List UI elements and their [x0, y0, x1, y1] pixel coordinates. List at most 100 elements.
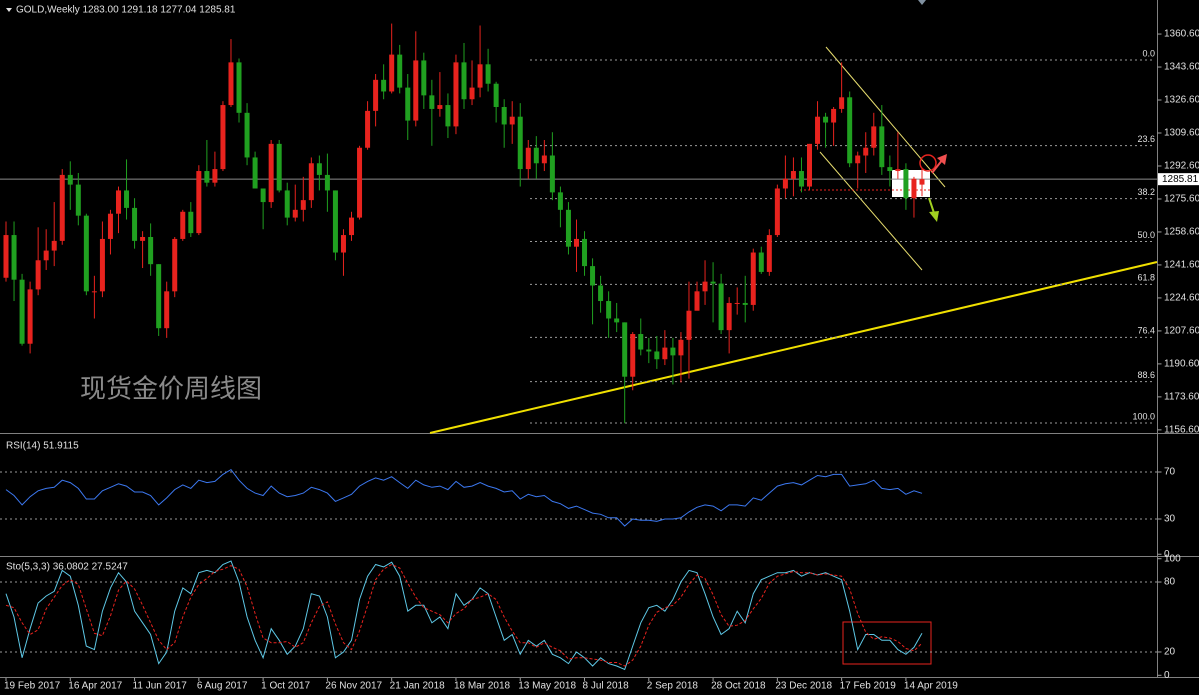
x-tick-label: 21 Jan 2018	[390, 681, 445, 692]
trend-line	[429, 261, 1158, 434]
candle-body	[590, 266, 596, 286]
up-arrow-head	[937, 154, 947, 165]
candle-body	[453, 62, 459, 127]
indicator-line	[5, 468, 923, 527]
candle-body	[124, 190, 130, 208]
candle-body	[662, 347, 668, 360]
candle-body	[27, 289, 33, 344]
candle-body	[284, 190, 290, 218]
candle-body	[3, 235, 9, 278]
candle-body	[573, 238, 579, 247]
candle-body	[646, 349, 652, 352]
y-tick-label: 100	[1164, 553, 1181, 564]
x-tick-label: 28 Oct 2018	[711, 681, 766, 692]
x-tick-label: 13 May 2018	[518, 681, 576, 692]
fibonacci-label: 88.6	[1137, 370, 1155, 380]
candle-body	[750, 252, 756, 305]
candle-body	[790, 171, 796, 179]
candle-body	[397, 54, 403, 88]
y-tick-label: 1173.60	[1164, 392, 1199, 403]
candle-body	[477, 64, 483, 88]
candle-body	[461, 62, 467, 100]
current-price-box	[1158, 173, 1199, 186]
shift-marker	[918, 0, 926, 5]
candle-body	[782, 178, 788, 189]
candle-body	[83, 215, 89, 292]
candle-body	[204, 171, 210, 183]
candle-body	[148, 237, 154, 265]
y-tick-label: 0	[1164, 549, 1170, 560]
fibonacci-label: 61.8	[1137, 273, 1155, 283]
y-tick-label: 1360.60	[1164, 29, 1199, 40]
fibonacci-label: 23.6	[1137, 134, 1155, 144]
candle-body	[308, 163, 314, 201]
candle-body	[879, 126, 885, 168]
channel-line	[825, 46, 946, 188]
candle-body	[196, 171, 202, 234]
fibonacci-label: 0.0	[1142, 48, 1155, 58]
channel-line	[819, 151, 923, 271]
x-tick-label: 2 Sep 2018	[647, 681, 699, 692]
candle-body	[839, 97, 845, 109]
candle-body	[43, 250, 49, 261]
indicator-line	[5, 560, 923, 671]
y-tick-label: 1292.60	[1164, 161, 1199, 172]
candle-body	[863, 147, 869, 156]
candle-body	[292, 209, 298, 218]
candle-body	[919, 179, 925, 185]
candle-body	[702, 281, 708, 292]
down-arrow-head	[929, 211, 939, 222]
candle-body	[349, 217, 355, 236]
x-tick-label: 16 Apr 2017	[68, 681, 122, 692]
candle-body	[365, 110, 371, 148]
candle-body	[445, 105, 451, 127]
candle-body	[437, 105, 443, 109]
y-tick-label: 1326.60	[1164, 95, 1199, 106]
fibonacci-label: 38.2	[1137, 187, 1155, 197]
candle-body	[316, 163, 322, 175]
candle-body	[140, 237, 146, 241]
x-tick-label: 8 Jul 2018	[583, 681, 630, 692]
watermark: 现货金价周线图	[80, 375, 262, 405]
fibonacci-label: 100.0	[1132, 411, 1155, 421]
candle-body	[895, 169, 901, 172]
candle-body	[357, 147, 363, 218]
candle-body	[654, 351, 660, 360]
candle-body	[726, 302, 732, 331]
candle-body	[268, 143, 274, 203]
menu-triangle[interactable]	[6, 8, 12, 12]
candle-body	[389, 54, 395, 92]
candle-body	[549, 155, 555, 193]
candle-body	[132, 207, 138, 241]
candle-body	[252, 157, 258, 189]
y-tick-label: 1309.60	[1164, 128, 1199, 139]
chart-title: GOLD,Weekly 1283.00 1291.18 1277.04 1285…	[16, 5, 236, 16]
candle-body	[180, 211, 186, 239]
y-tick-label: 1207.60	[1164, 326, 1199, 337]
candle-body	[188, 211, 194, 234]
candle-body	[75, 184, 81, 216]
candle-body	[469, 87, 475, 100]
candle-body	[51, 240, 57, 251]
candle-body	[156, 264, 162, 329]
candle-body	[614, 318, 620, 323]
highlight-circle	[919, 154, 937, 172]
candle-body	[107, 213, 113, 239]
x-tick-label: 11 Jun 2017	[133, 681, 188, 692]
y-tick-label: 0	[1164, 670, 1170, 681]
candle-body	[11, 235, 17, 280]
candle-body	[19, 279, 25, 344]
candle-body	[485, 64, 491, 84]
x-tick-label: 26 Nov 2017	[325, 681, 382, 692]
x-tick-label: 19 Feb 2017	[4, 681, 61, 692]
candle-body	[742, 302, 748, 305]
candle-body	[35, 260, 41, 290]
candle-body	[823, 116, 829, 123]
x-tick-label: 18 Mar 2018	[454, 681, 511, 692]
candle-body	[887, 167, 893, 172]
candle-body	[606, 301, 612, 319]
candle-body	[847, 97, 853, 164]
candle-body	[758, 252, 764, 272]
y-tick-label: 20	[1164, 647, 1176, 658]
